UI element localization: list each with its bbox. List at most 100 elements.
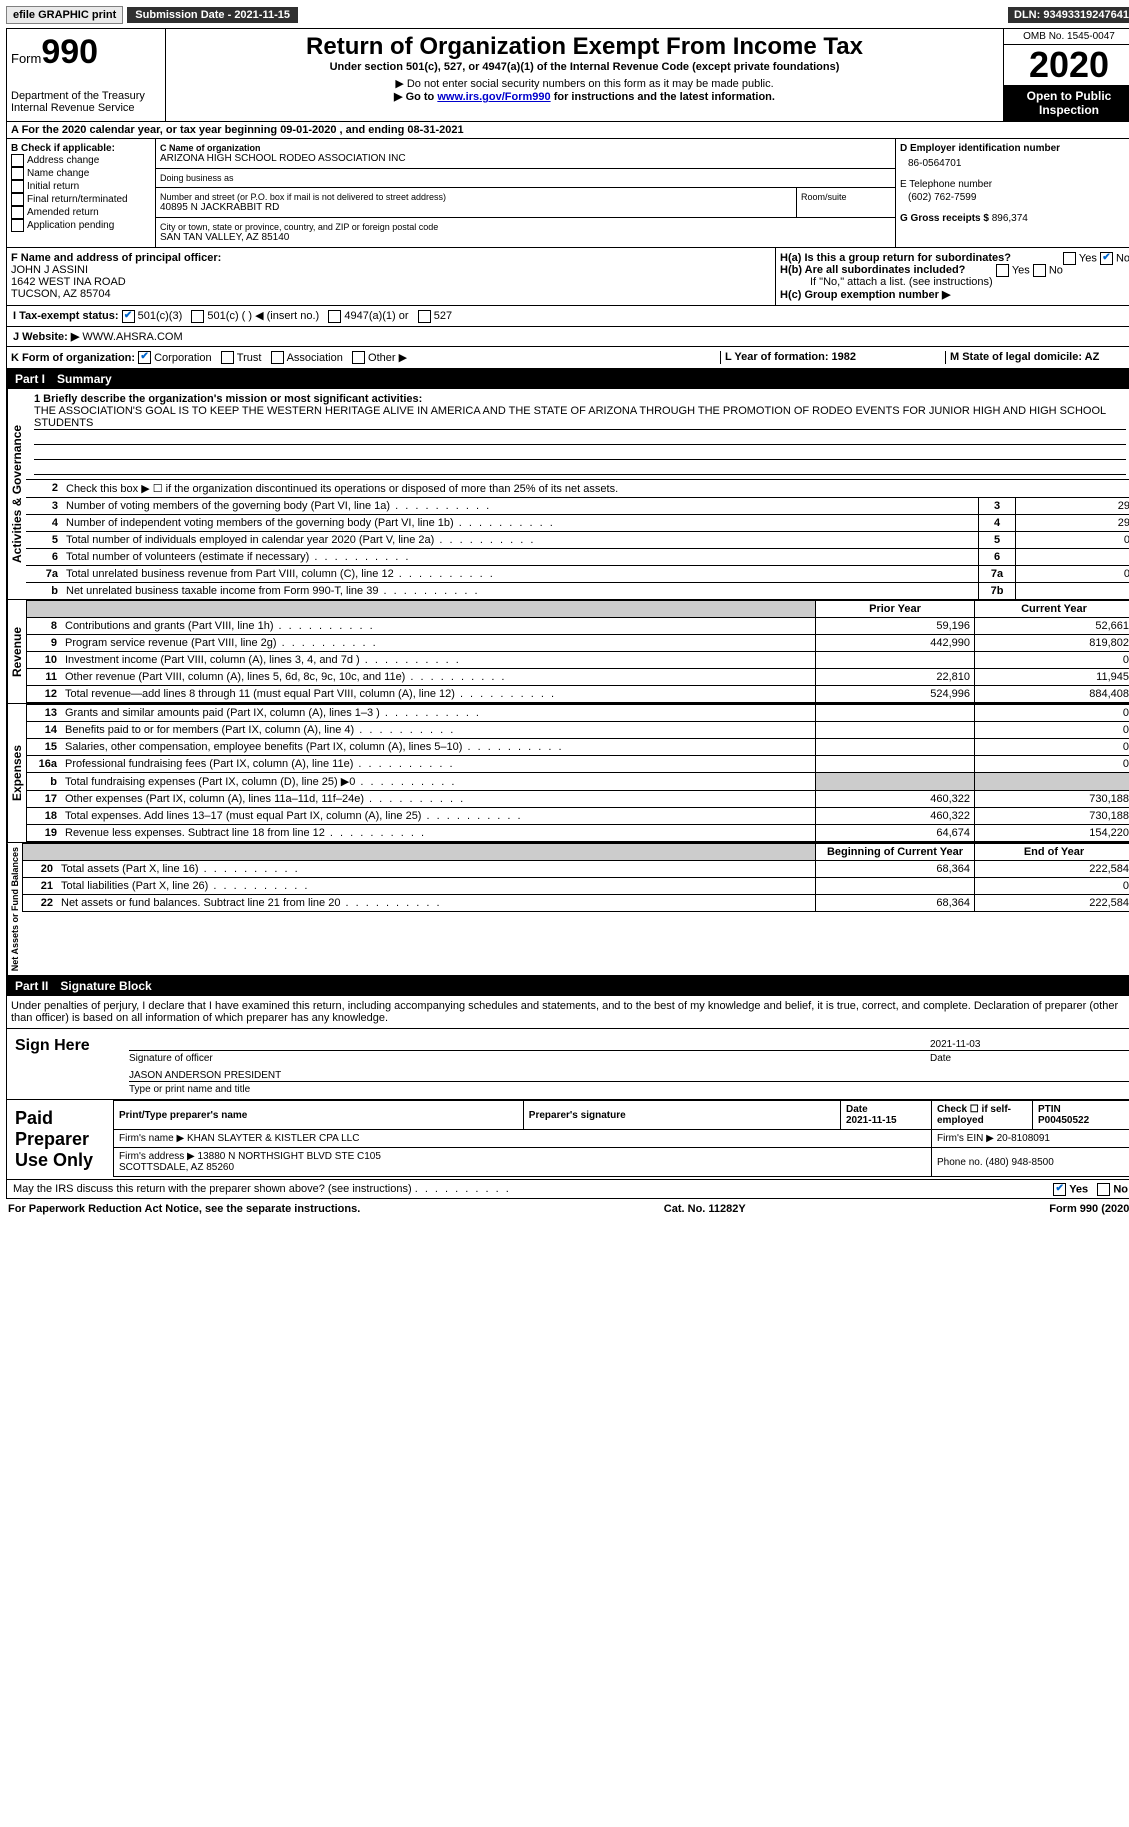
goto-prefix: ▶ Go to <box>394 91 437 103</box>
sig-declaration: Under penalties of perjury, I declare th… <box>7 996 1129 1029</box>
phone-label: E Telephone number <box>900 179 1129 190</box>
discuss-question: May the IRS discuss this return with the… <box>13 1183 412 1195</box>
prep-phone-lbl: Phone no. <box>937 1157 983 1168</box>
sig-officer-label: Signature of officer <box>129 1053 930 1064</box>
prep-h1: Print/Type preparer's name <box>114 1101 524 1130</box>
status-4947[interactable] <box>328 310 341 323</box>
footer-left: For Paperwork Reduction Act Notice, see … <box>8 1203 360 1215</box>
dba-label: Doing business as <box>160 173 891 183</box>
prep-h2: Preparer's signature <box>523 1101 840 1130</box>
name-title-label: Type or print name and title <box>129 1084 1129 1095</box>
hc-label: H(c) Group exemption number ▶ <box>780 289 950 301</box>
ein-value: 86-0564701 <box>908 158 1129 169</box>
instructions-link[interactable]: www.irs.gov/Form990 <box>437 91 550 103</box>
paid-preparer-label: Paid Preparer Use Only <box>7 1100 113 1179</box>
opt-other: Other ▶ <box>368 352 407 364</box>
form-number: 990 <box>41 33 98 71</box>
officer-addr1: 1642 WEST INA ROAD <box>11 276 126 288</box>
k-other[interactable] <box>352 351 365 364</box>
tax-year: 2020 <box>1004 45 1129 85</box>
open-public-badge: Open to Public Inspection <box>1004 85 1129 121</box>
prep-h4: Check ☐ if self-employed <box>932 1101 1033 1130</box>
line-i-label: I Tax-exempt status: <box>13 310 119 322</box>
box-b-check[interactable] <box>11 180 24 193</box>
box-b-check[interactable] <box>11 219 24 232</box>
revenue-table: Prior YearCurrent Year8Contributions and… <box>26 600 1129 703</box>
status-501c[interactable] <box>191 310 204 323</box>
phone-value: (602) 762-7599 <box>908 192 1129 203</box>
k-trust[interactable] <box>221 351 234 364</box>
netassets-table: Beginning of Current YearEnd of Year20To… <box>22 843 1129 912</box>
footer-mid: Cat. No. 11282Y <box>664 1203 746 1215</box>
side-netassets: Net Assets or Fund Balances <box>7 843 22 975</box>
part2-title: Signature Block <box>60 979 151 993</box>
box-b-check[interactable] <box>11 206 24 219</box>
dln-badge: DLN: 93493319247641 <box>1008 7 1129 23</box>
footer-right: Form 990 (2020) <box>1049 1203 1129 1215</box>
box-c-name-label: C Name of organization <box>160 143 261 153</box>
mission-text: THE ASSOCIATION'S GOAL IS TO KEEP THE WE… <box>34 405 1126 430</box>
submission-date-badge: Submission Date - 2021-11-15 <box>127 7 298 23</box>
ha-no[interactable] <box>1100 252 1113 265</box>
line-k-label: K Form of organization: <box>11 352 135 364</box>
ha-label: H(a) Is this a group return for subordin… <box>780 252 1011 264</box>
form-subtitle: Under section 501(c), 527, or 4947(a)(1)… <box>170 61 999 73</box>
opt-corp: Corporation <box>154 352 211 364</box>
officer-addr2: TUCSON, AZ 85704 <box>11 288 111 300</box>
firm-name-lbl: Firm's name ▶ <box>119 1133 184 1144</box>
box-b-check[interactable] <box>11 167 24 180</box>
firm-ein-lbl: Firm's EIN ▶ <box>937 1133 994 1144</box>
ein-label: D Employer identification number <box>900 143 1060 154</box>
firm-addr-lbl: Firm's address ▶ <box>119 1151 195 1162</box>
opt-501c3: 501(c)(3) <box>138 310 183 322</box>
status-527[interactable] <box>418 310 431 323</box>
form-note-1: ▶ Do not enter social security numbers o… <box>170 77 999 90</box>
ha-yes[interactable] <box>1063 252 1076 265</box>
opt-4947: 4947(a)(1) or <box>344 310 408 322</box>
part1-label: Part I <box>15 372 45 386</box>
gross-label: G Gross receipts $ <box>900 213 989 224</box>
org-name: ARIZONA HIGH SCHOOL RODEO ASSOCIATION IN… <box>160 153 891 164</box>
k-assoc[interactable] <box>271 351 284 364</box>
part1-title: Summary <box>57 372 112 386</box>
line-l: L Year of formation: 1982 <box>725 351 856 363</box>
prep-h5: PTIN <box>1038 1104 1061 1115</box>
officer-print-name: JASON ANDERSON PRESIDENT <box>129 1070 1129 1081</box>
hb-yes[interactable] <box>996 264 1009 277</box>
box-b-check[interactable] <box>11 154 24 167</box>
part2-label: Part II <box>15 979 48 993</box>
hb-no[interactable] <box>1033 264 1046 277</box>
k-corp[interactable] <box>138 351 151 364</box>
tax-year-line: A For the 2020 calendar year, or tax yea… <box>7 122 1129 139</box>
form-title: Return of Organization Exempt From Incom… <box>170 33 999 61</box>
form-container: Form990 Department of the Treasury Inter… <box>6 28 1129 1199</box>
line-m: M State of legal domicile: AZ <box>950 351 1099 363</box>
gross-value: 896,374 <box>992 213 1028 224</box>
org-address: 40895 N JACKRABBIT RD <box>160 202 792 213</box>
side-expenses: Expenses <box>7 704 26 842</box>
preparer-table: Print/Type preparer's name Preparer's si… <box>113 1100 1129 1177</box>
discuss-no[interactable] <box>1097 1183 1110 1196</box>
box-f-label: F Name and address of principal officer: <box>11 252 221 264</box>
opt-trust: Trust <box>237 352 262 364</box>
discuss-yes[interactable] <box>1053 1183 1066 1196</box>
box-b-check[interactable] <box>11 193 24 206</box>
sig-date-val: 2021-11-03 <box>930 1039 1129 1050</box>
addr-label: Number and street (or P.O. box if mail i… <box>160 192 792 202</box>
website-value: WWW.AHSRA.COM <box>82 331 182 343</box>
hb-label: H(b) Are all subordinates included? <box>780 264 965 276</box>
prep-date: 2021-11-15 <box>846 1115 897 1126</box>
mission-q: 1 Briefly describe the organization's mi… <box>34 393 422 405</box>
firm-name: KHAN SLAYTER & KISTLER CPA LLC <box>187 1133 359 1144</box>
dept-label: Department of the Treasury Internal Reve… <box>11 90 161 114</box>
efile-button[interactable]: efile GRAPHIC print <box>6 6 123 24</box>
prep-ptin: P00450522 <box>1038 1115 1089 1126</box>
officer-name: JOHN J ASSINI <box>11 264 88 276</box>
form-word: Form <box>11 51 41 66</box>
opt-assoc: Association <box>287 352 343 364</box>
box-b-title: B Check if applicable: <box>11 143 115 154</box>
org-city: SAN TAN VALLEY, AZ 85140 <box>160 232 891 243</box>
status-501c3[interactable] <box>122 310 135 323</box>
goto-suffix: for instructions and the latest informat… <box>551 91 775 103</box>
expenses-table: 13Grants and similar amounts paid (Part … <box>26 704 1129 842</box>
